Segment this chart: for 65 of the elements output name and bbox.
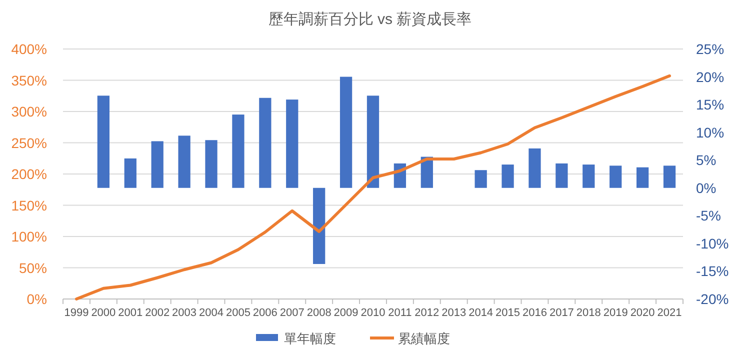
y-tick-label: 400% [11,41,47,57]
y-tick-label: 100% [11,228,47,244]
x-tick-label: 2018 [576,307,601,319]
x-tick-label: 2019 [603,307,628,319]
bar [151,141,164,188]
x-tick-label: 2020 [630,307,655,319]
bar [636,167,649,188]
x-tick-label: 2006 [252,307,278,319]
x-tick-label: 2011 [388,307,412,319]
x-tick-label: 2021 [657,307,682,319]
legend-label: 單年幅度 [284,331,336,346]
x-tick-label: 1999 [64,307,89,319]
x-tick-label: 2001 [118,307,143,319]
x-tick-label: 2016 [522,307,547,319]
y2-tick-label: 5% [696,152,716,168]
x-tick-label: 2013 [442,307,466,319]
x-tick-label: 2015 [496,307,520,319]
y-tick-label: 0% [26,291,47,307]
x-tick-label: 2000 [91,307,116,319]
x-tick-label: 2002 [145,307,170,319]
bar [205,140,218,188]
bar [663,166,676,188]
bar [124,158,136,188]
bar [340,76,352,188]
chart-title: 歷年調薪百分比 vs 薪資成長率 [268,11,472,28]
bar [582,164,595,188]
y2-tick-label: 0% [696,180,716,196]
bar [556,163,568,188]
x-tick-label: 2003 [172,307,197,319]
y-tick-label: 200% [11,166,47,182]
bar [178,136,190,188]
x-tick-label: 2010 [360,307,386,319]
bar [502,164,514,188]
x-tick-label: 2014 [468,307,494,319]
y2-tick-label: -10% [696,235,729,252]
y2-tick-label: 25% [696,41,724,57]
y-tick-label: 50% [18,260,47,276]
y2-tick-label: 15% [696,96,724,113]
bar [313,188,326,264]
y-tick-label: 150% [11,197,47,214]
x-tick-label: 2005 [226,307,250,319]
bar [610,166,622,188]
bar [232,114,244,188]
y-tick-label: 350% [11,72,47,88]
x-tick-label: 2012 [414,307,440,319]
y2-tick-label: -5% [696,208,721,224]
x-tick-label: 2007 [280,307,304,319]
y2-tick-label: -20% [696,291,729,307]
bar [259,98,272,188]
line-series [74,74,672,300]
legend-label: 累績幅度 [398,331,450,346]
bar [528,148,541,188]
y2-tick-label: 10% [696,124,724,140]
y2-tick-label: 20% [696,68,724,85]
y2-tick-label: -15% [696,263,729,280]
bar [97,96,110,188]
x-tick-label: 2004 [199,307,224,319]
x-tick-label: 2008 [306,307,332,319]
bar [366,96,380,188]
x-tick-label: 2017 [549,307,574,319]
bar [474,170,487,188]
y-tick-label: 300% [11,104,47,120]
bar [286,100,298,188]
y-tick-label: 250% [11,134,47,151]
x-tick-label: 2009 [334,307,358,319]
